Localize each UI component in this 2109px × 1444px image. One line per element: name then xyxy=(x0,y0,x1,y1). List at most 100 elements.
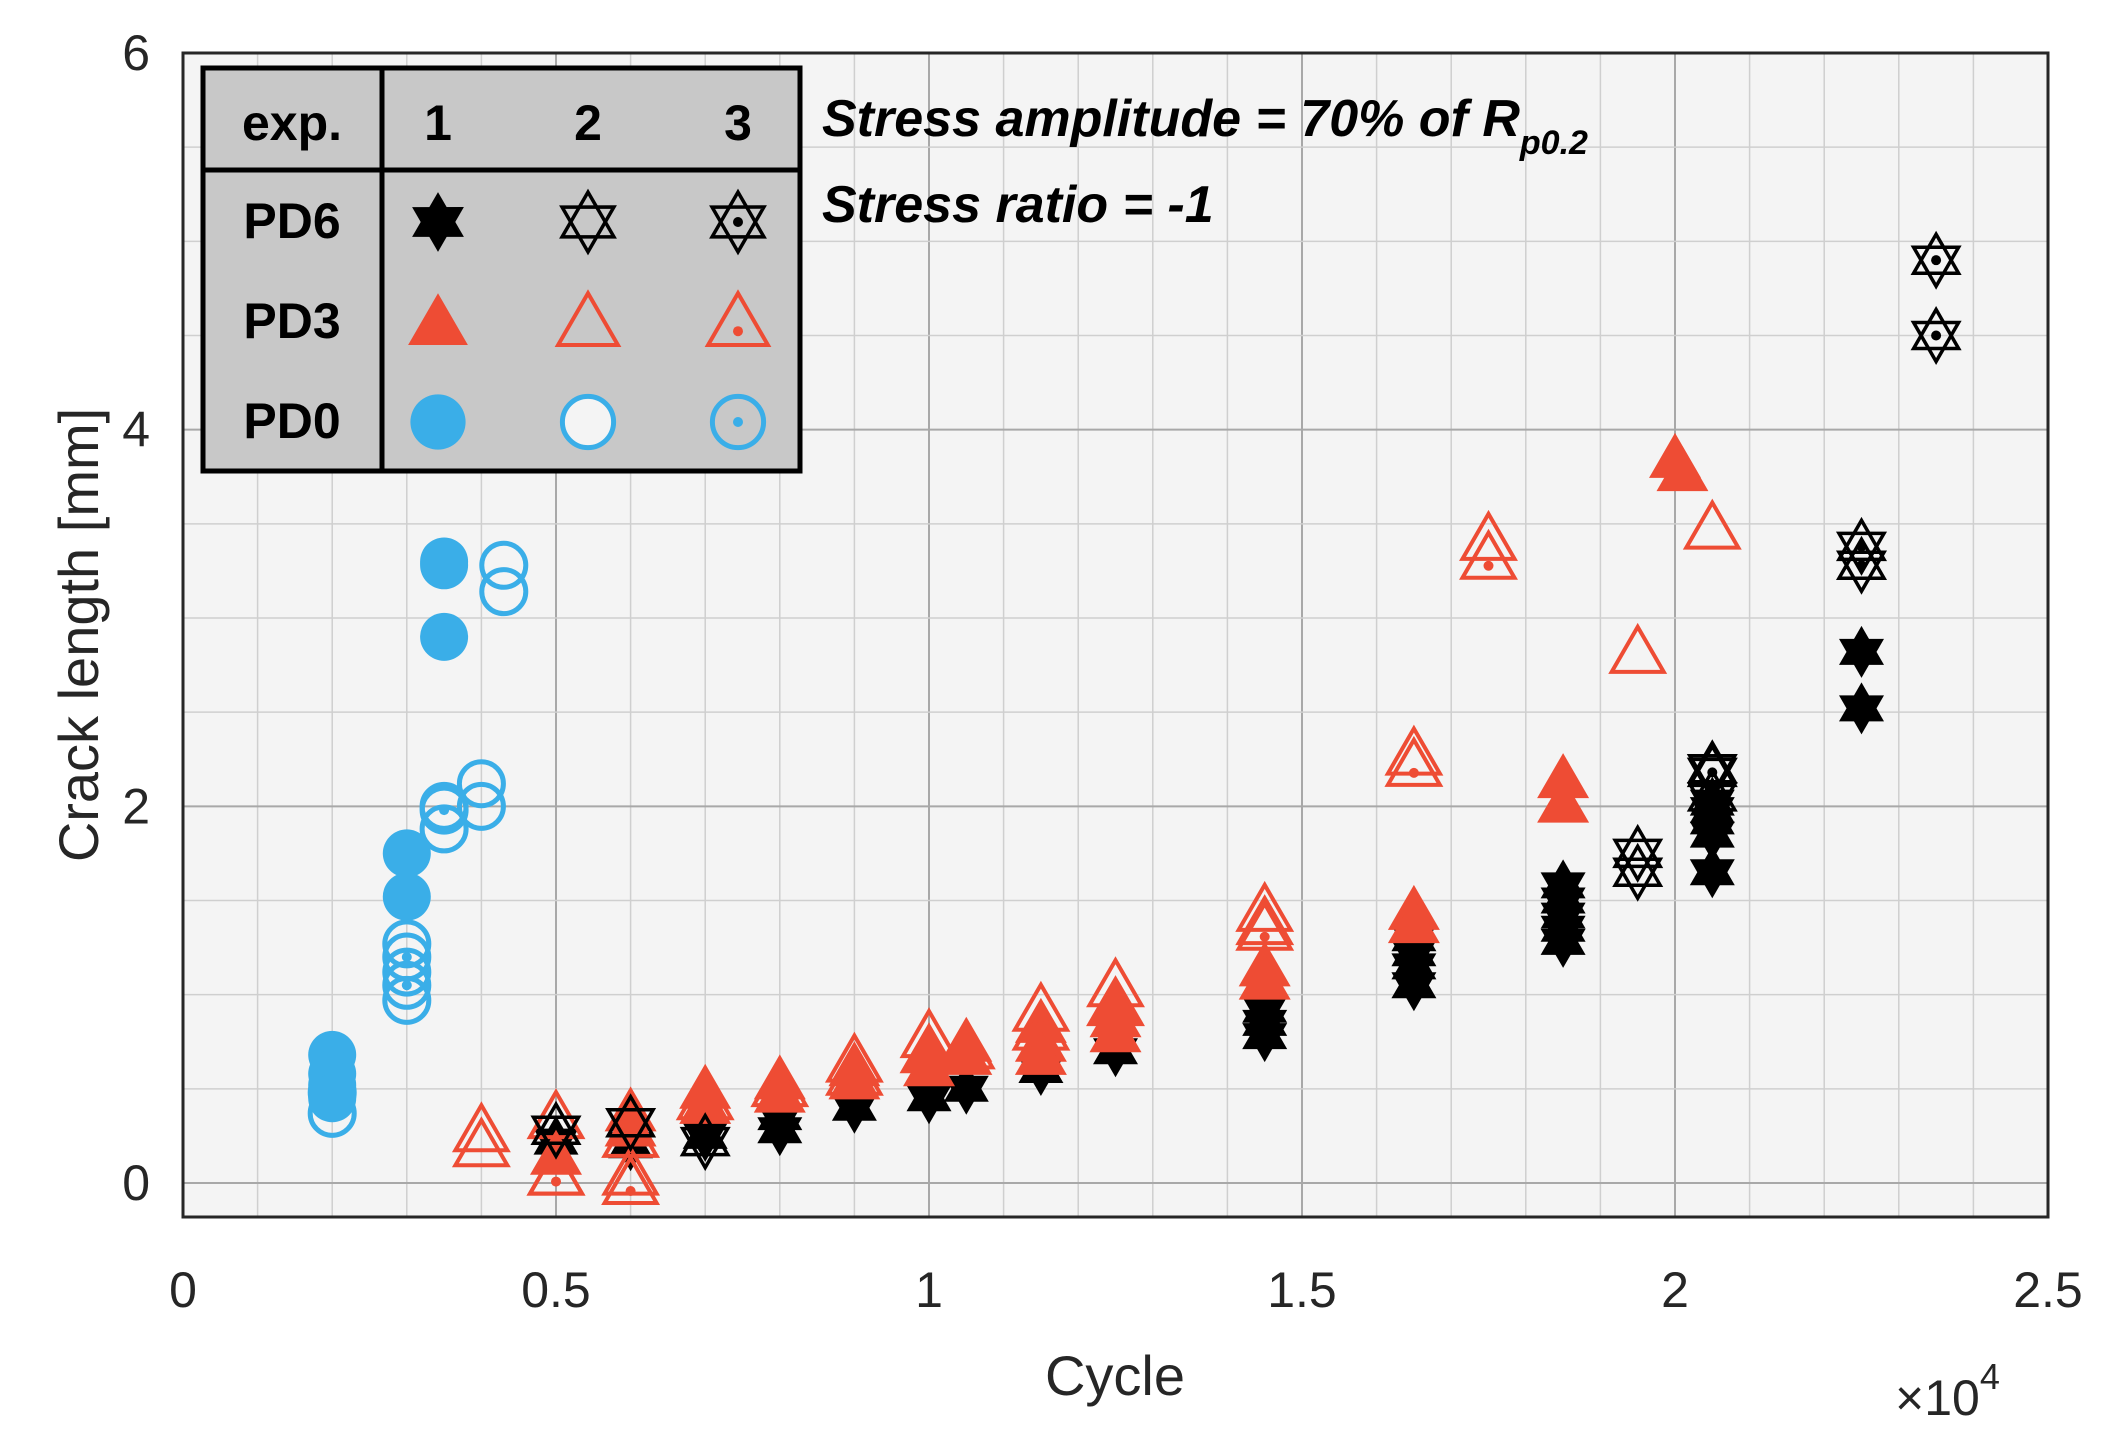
x-tick-labels: 0 0.5 1 1.5 2 2.5 xyxy=(169,1262,2083,1318)
x-axis-label: Cycle xyxy=(1045,1344,1185,1407)
point-pd3-exp-2 xyxy=(1235,880,1295,932)
point-pd6-exp-3-shape-a xyxy=(1910,305,1962,351)
y-axis-label: Crack length [mm] xyxy=(47,408,110,862)
point-pd6-exp-3-shape-b xyxy=(1910,320,1962,366)
point-pd6-exp-1-shape-b xyxy=(1689,821,1735,861)
point-pd3-exp-2-shape xyxy=(526,1088,586,1140)
point-pd6-exp-1 xyxy=(1540,915,1586,968)
legend-marker-pd6-exp-1 xyxy=(412,192,464,252)
point-pd3-exp-1-shape xyxy=(1014,1029,1067,1075)
point-pd0-exp-2-shape xyxy=(382,919,432,969)
point-pd6-exp-1-shape-b xyxy=(1391,972,1437,1012)
x-multiplier-label: ×104 xyxy=(1895,1356,2000,1426)
annotation-stress-amplitude: Stress amplitude = 70% of Rp0.2 xyxy=(822,90,1588,162)
point-pd6-exp-2-shape-a xyxy=(1686,739,1738,784)
point-pd0-exp-3-shape xyxy=(382,960,432,1010)
legend-marker-pd6-exp-2 xyxy=(559,188,617,256)
plot-area-frame xyxy=(181,51,2050,1219)
point-pd3-exp-2-shape xyxy=(899,1007,959,1059)
point-pd0-exp-2 xyxy=(479,540,529,590)
point-pd3-exp-1-shape xyxy=(828,1054,881,1100)
point-pd6-exp-2-shape-a xyxy=(530,1100,582,1146)
annotation-line1: Stress amplitude = 70% of R xyxy=(822,90,1520,148)
y-tick-label: 0 xyxy=(122,1155,150,1211)
point-pd3-exp-2 xyxy=(1086,975,1145,1027)
point-pd3-exp-2-shape xyxy=(824,1031,884,1083)
point-pd3-exp-2-shape xyxy=(1608,622,1668,674)
point-pd3-exp-3-shape xyxy=(601,1154,661,1205)
point-pd3-exp-3 xyxy=(601,1154,661,1205)
x-tick-label: 2.5 xyxy=(2013,1262,2083,1318)
point-pd6-exp-3 xyxy=(1910,305,1962,366)
point-pd3-exp-3 xyxy=(526,1144,586,1196)
point-pd0-exp-3-dot xyxy=(401,980,412,991)
point-pd3-exp-2 xyxy=(1608,622,1668,674)
point-pd6-exp-1 xyxy=(906,1072,952,1125)
legend-marker-pd6-exp-2-shape-b xyxy=(559,205,617,256)
point-pd3-exp-2-shape xyxy=(1011,980,1071,1032)
point-pd6-exp-2 xyxy=(679,1112,731,1172)
point-pd6-exp-2-shape-b xyxy=(530,1115,582,1160)
legend-marker-pd0-exp-3 xyxy=(709,393,767,451)
legend-row-pd3: PD3 xyxy=(243,293,340,349)
point-pd3-exp-1-shape xyxy=(1656,446,1709,492)
point-pd0-exp-2 xyxy=(479,567,529,617)
point-pd3-exp-1 xyxy=(1387,898,1440,944)
point-pd0-exp-3-dot xyxy=(401,952,412,962)
legend-marker-pd6-exp-3-shape-a xyxy=(709,188,767,239)
point-pd3-exp-1 xyxy=(1537,753,1590,799)
point-pd3-exp-2-shape xyxy=(824,1044,884,1096)
point-pd6-exp-2 xyxy=(1612,842,1664,902)
point-pd6-exp-2-shape-a xyxy=(605,1093,657,1138)
point-pd6-exp-3-dot xyxy=(1856,560,1867,571)
point-pd6-exp-3-dot xyxy=(1931,255,1942,266)
point-pd3-exp-3 xyxy=(1235,899,1295,951)
point-pd3-exp-2 xyxy=(824,1044,884,1096)
point-pd0-exp-1-shape xyxy=(382,829,431,878)
point-pd3-exp-3-shape xyxy=(1235,899,1295,951)
point-pd3-exp-2-shape xyxy=(1459,509,1518,561)
point-pd6-exp-3 xyxy=(1910,230,1962,290)
point-pd0-exp-3 xyxy=(382,960,432,1010)
point-pd6-exp-3-shape-a xyxy=(1835,516,1888,562)
point-pd3-exp-2-shape xyxy=(1682,498,1742,550)
legend-marker-pd6-exp-3-dot xyxy=(733,217,743,227)
x-tick-label: 0.5 xyxy=(521,1262,591,1318)
legend-marker-pd3-exp-2 xyxy=(554,289,622,347)
point-pd3-exp-1 xyxy=(1089,1007,1142,1053)
legend-marker-pd0-exp-1 xyxy=(410,394,466,450)
point-pd0-exp-2-shape xyxy=(382,947,432,997)
point-pd3-exp-2 xyxy=(526,1088,586,1140)
legend-marker-pd6-exp-1-shape-b xyxy=(412,207,464,252)
point-pd0-exp-2-shape xyxy=(479,567,529,617)
legend-marker-pd3-exp-2-shape xyxy=(554,289,622,347)
legend-marker-pd6-exp-3 xyxy=(709,188,767,256)
point-pd3-exp-3-dot xyxy=(1408,767,1419,778)
point-pd3-exp-2 xyxy=(451,1101,511,1153)
legend-markers xyxy=(408,188,772,451)
point-pd6-exp-2 xyxy=(530,1100,582,1160)
series-pd0-exp-3 xyxy=(382,785,469,1010)
point-pd6-exp-1-shape-b xyxy=(1689,859,1735,899)
legend-row-pd0: PD0 xyxy=(243,393,340,449)
point-pd3-exp-2-shape xyxy=(899,1022,959,1074)
point-pd3-exp-1 xyxy=(828,1054,881,1100)
x-multiplier-exponent: 4 xyxy=(1980,1356,2000,1397)
legend-marker-pd3-exp-1 xyxy=(408,293,468,345)
point-pd6-exp-3 xyxy=(1686,767,1738,827)
point-pd0-exp-1-shape xyxy=(420,541,469,590)
x-tick-label: 0 xyxy=(169,1262,197,1318)
point-pd6-exp-1 xyxy=(1391,959,1437,1012)
point-pd0-exp-2-shape xyxy=(479,540,529,590)
point-pd6-exp-1 xyxy=(831,1081,877,1134)
point-pd3-exp-1-shape xyxy=(940,1029,993,1075)
y-tick-label: 6 xyxy=(122,25,150,81)
point-pd3-exp-1 xyxy=(1014,1029,1067,1075)
point-pd6-exp-2 xyxy=(605,1093,657,1153)
series-pd6-exp-2 xyxy=(530,739,1738,1172)
point-pd6-exp-2-shape-a xyxy=(679,1112,731,1157)
point-pd3-exp-3-dot xyxy=(1259,931,1270,942)
point-pd6-exp-1 xyxy=(943,1062,989,1115)
point-pd3-exp-3-dot xyxy=(551,1176,561,1187)
point-pd3-exp-1 xyxy=(1656,446,1709,492)
